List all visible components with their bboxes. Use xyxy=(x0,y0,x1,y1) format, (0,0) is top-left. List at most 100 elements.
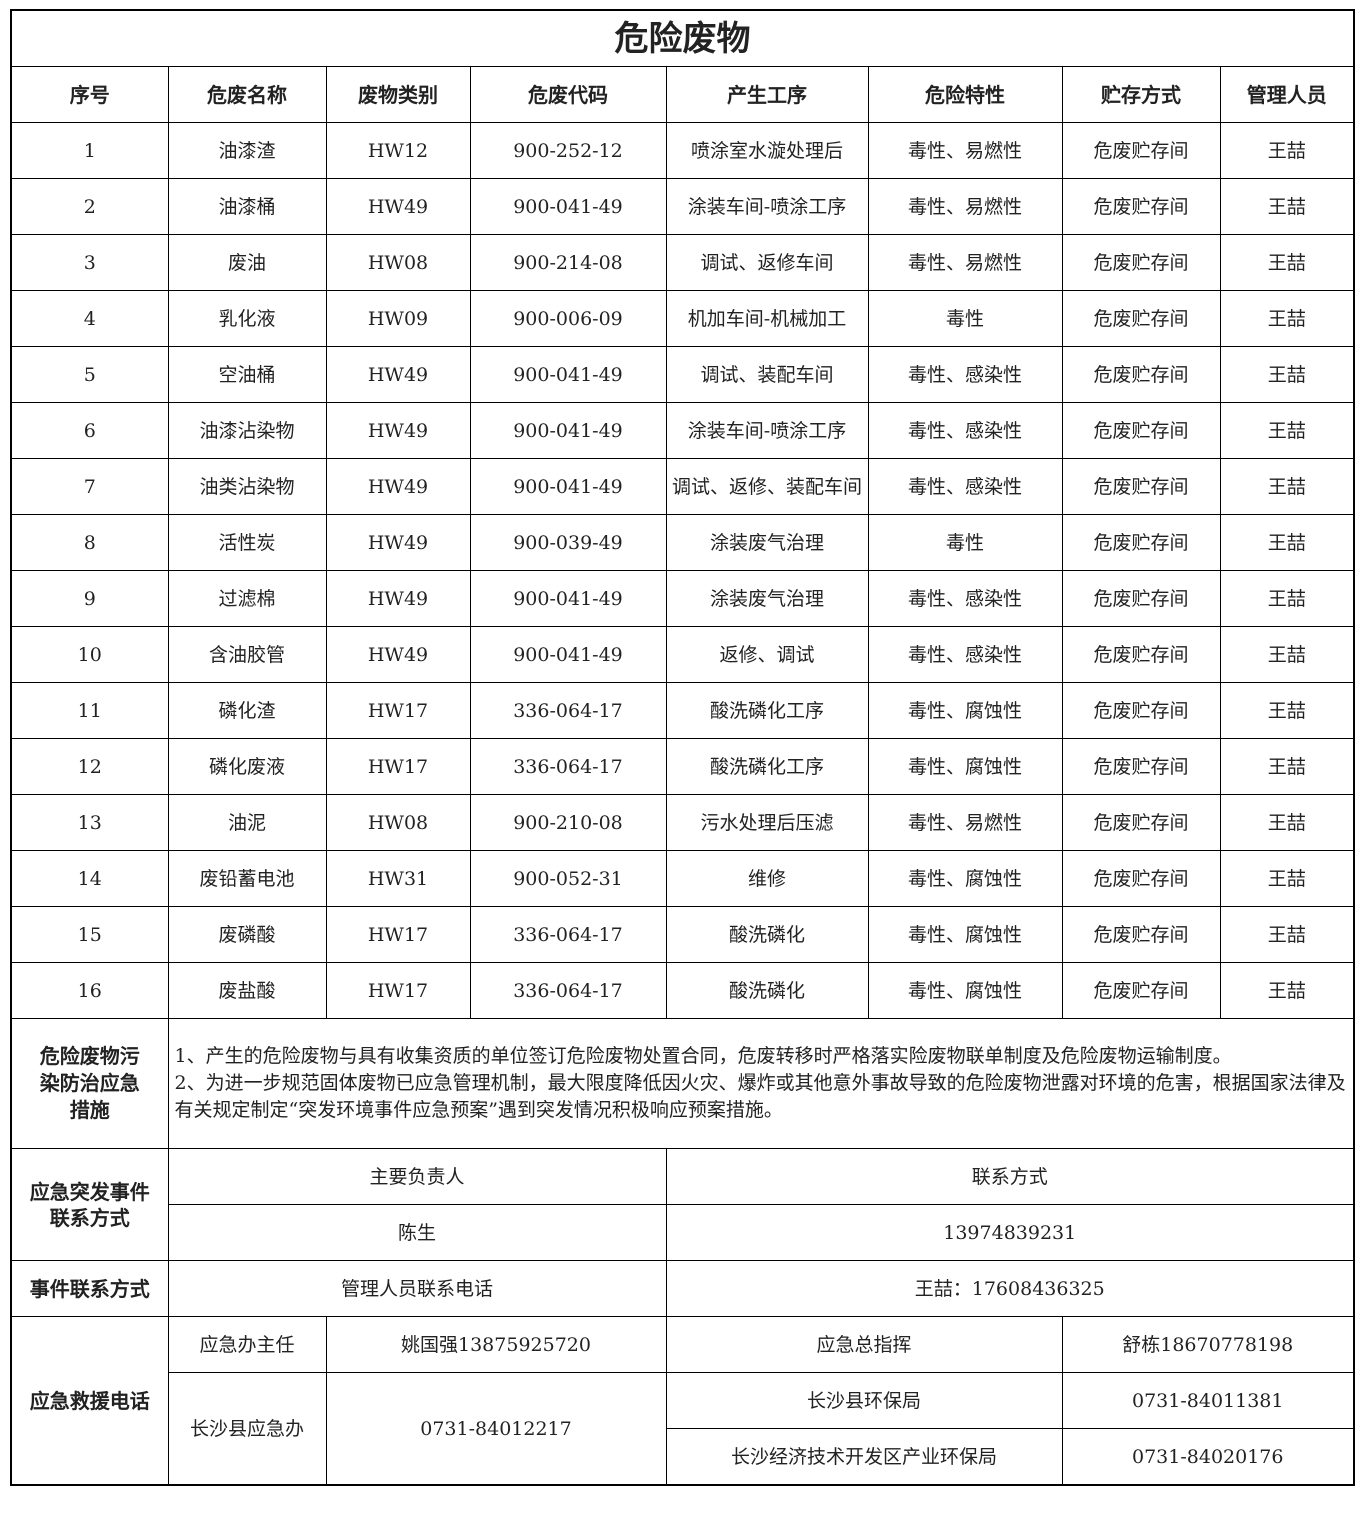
cell-index: 11 xyxy=(10,682,169,739)
cell-hazard: 毒性、感染性 xyxy=(867,570,1063,627)
rescue-label: 应急救援电话 xyxy=(10,1316,169,1486)
cell-code: 900-041-49 xyxy=(469,346,667,403)
cell-process: 污水处理后压滤 xyxy=(665,794,869,851)
cell-name: 磷化废液 xyxy=(167,738,327,795)
cell-name: 磷化渣 xyxy=(167,682,327,739)
cell-hazard: 毒性、感染性 xyxy=(867,626,1063,683)
cell-index: 2 xyxy=(10,178,169,235)
cell-category: HW49 xyxy=(325,570,471,627)
cell-index: 5 xyxy=(10,346,169,403)
cell-hazard: 毒性、感染性 xyxy=(867,402,1063,459)
cell-category: HW08 xyxy=(325,234,471,291)
cell-storage: 危废贮存间 xyxy=(1061,682,1221,739)
table-row: 6 油漆沾染物 HW49 900-041-49 涂装车间-喷涂工序 毒性、感染性 危废贮存间… xyxy=(10,402,1355,459)
cell-process: 酸洗磷化工序 xyxy=(665,682,869,739)
header-category: 废物类别 xyxy=(325,66,471,123)
cell-manager: 王喆 xyxy=(1219,850,1355,907)
cell-category: HW17 xyxy=(325,682,471,739)
table-row: 2 油漆桶 HW49 900-041-49 涂装车间-喷涂工序 毒性、易燃性 危废贮存间 王喆 xyxy=(10,178,1355,235)
rescue-row-3: 长沙经济技术开发区产业环保局 0731-84020176 xyxy=(11,1428,1355,1486)
event-contact-row: 事件联系方式 管理人员联系电话 王喆：17608436325 xyxy=(10,1260,1355,1317)
table-row: 4 乳化液 HW09 900-006-09 机加车间-机械加工 毒性 危废贮存间 王喆 xyxy=(10,290,1355,347)
cell-code: 900-041-49 xyxy=(469,178,667,235)
cell-code: 900-052-31 xyxy=(469,850,667,907)
table-row: 5 空油桶 HW49 900-041-49 调试、装配车间 毒性、感染性 危废贮存间 王喆 xyxy=(10,346,1355,403)
cell-hazard: 毒性、腐蚀性 xyxy=(867,906,1063,963)
header-row: 序号 危废名称 废物类别 危废代码 产生工序 危险特性 贮存方式 管理人员 xyxy=(10,66,1355,123)
cell-name: 乳化液 xyxy=(167,290,327,347)
rescue-row-1: 应急救援电话 应急办主任 姚国强13875925720 应急总指挥 舒栋1867… xyxy=(10,1316,1355,1486)
cell-storage: 危废贮存间 xyxy=(1061,458,1221,515)
cell-index: 16 xyxy=(10,962,169,1019)
measure-item-1: 1、产生的危险废物与具有收集资质的单位签订危险废物处置合同，危废转移时严格落实险… xyxy=(174,1045,1232,1067)
cell-name: 活性炭 xyxy=(167,514,327,571)
header-manager: 管理人员 xyxy=(1219,66,1355,123)
cell-index: 7 xyxy=(10,458,169,515)
responsible-phone: 13974839231 xyxy=(665,1204,1355,1261)
cell-manager: 王喆 xyxy=(1219,626,1355,683)
cell-code: 900-041-49 xyxy=(469,626,667,683)
cell-hazard: 毒性 xyxy=(867,514,1063,571)
cell-storage: 危废贮存间 xyxy=(1061,906,1221,963)
cell-index: 12 xyxy=(10,738,169,795)
table-row: 3 废油 HW08 900-214-08 调试、返修车间 毒性、易燃性 危废贮存间 王喆 xyxy=(10,234,1355,291)
table-row: 1 油漆渣 HW12 900-252-12 喷涂室水漩处理后 毒性、易燃性 危废贮存间 王喆 xyxy=(10,122,1355,179)
measures-label: 危险废物污染防治应急措施 xyxy=(10,1018,169,1149)
cell-hazard: 毒性、腐蚀性 xyxy=(867,738,1063,795)
header-storage: 贮存方式 xyxy=(1061,66,1221,123)
cell-storage: 危废贮存间 xyxy=(1061,290,1221,347)
cell-name: 废油 xyxy=(167,234,327,291)
cell-code: 900-214-08 xyxy=(469,234,667,291)
cell-name: 油漆桶 xyxy=(167,178,327,235)
cell-name: 含油胶管 xyxy=(167,626,327,683)
cell-index: 1 xyxy=(10,122,169,179)
cell-index: 3 xyxy=(10,234,169,291)
cell-process: 维修 xyxy=(665,850,869,907)
office-director-label: 应急办主任 xyxy=(167,1316,327,1373)
cell-category: HW17 xyxy=(325,906,471,963)
cell-storage: 危废贮存间 xyxy=(1061,570,1221,627)
cell-storage: 危废贮存间 xyxy=(1061,962,1221,1019)
cell-manager: 王喆 xyxy=(1219,962,1355,1019)
cell-process: 机加车间-机械加工 xyxy=(665,290,869,347)
cell-category: HW12 xyxy=(325,122,471,179)
emergency-contact-values-row: 陈生 13974839231 xyxy=(11,1204,1355,1261)
cell-index: 9 xyxy=(10,570,169,627)
cell-process: 酸洗磷化 xyxy=(665,906,869,963)
cell-manager: 王喆 xyxy=(1219,682,1355,739)
env-bureau-phone: 0731-84011381 xyxy=(1061,1372,1355,1429)
cell-storage: 危废贮存间 xyxy=(1061,626,1221,683)
table-row: 7 油类沾染物 HW49 900-041-49 调试、返修、装配车间 毒性、感染性 危废贮存… xyxy=(10,458,1355,515)
cell-process: 调试、装配车间 xyxy=(665,346,869,403)
event-contact-value: 王喆：17608436325 xyxy=(665,1260,1355,1317)
cell-storage: 危废贮存间 xyxy=(1061,402,1221,459)
contact-method-header: 联系方式 xyxy=(665,1148,1355,1205)
commander: 舒栋18670778198 xyxy=(1061,1316,1355,1373)
cell-hazard: 毒性、易燃性 xyxy=(867,178,1063,235)
header-name: 危废名称 xyxy=(167,66,327,123)
cell-hazard: 毒性、感染性 xyxy=(867,458,1063,515)
cell-process: 酸洗磷化 xyxy=(665,962,869,1019)
cell-process: 涂装车间-喷涂工序 xyxy=(665,178,869,235)
cell-code: 336-064-17 xyxy=(469,906,667,963)
table-row: 8 活性炭 HW49 900-039-49 涂装废气治理 毒性 危废贮存间 王喆 xyxy=(10,514,1355,571)
measures-row: 危险废物污染防治应急措施 1、产生的危险废物与具有收集资质的单位签订危险废物处置… xyxy=(10,1018,1355,1149)
cell-category: HW09 xyxy=(325,290,471,347)
cell-code: 336-064-17 xyxy=(469,962,667,1019)
cell-category: HW49 xyxy=(325,402,471,459)
cell-manager: 王喆 xyxy=(1219,290,1355,347)
table-row: 12 磷化废液 HW17 336-064-17 酸洗磷化工序 毒性、腐蚀性 危废贮存间 王喆 xyxy=(10,738,1355,795)
table-title: 危险废物 xyxy=(10,9,1355,67)
cell-manager: 王喆 xyxy=(1219,178,1355,235)
cell-code: 900-041-49 xyxy=(469,458,667,515)
cell-manager: 王喆 xyxy=(1219,402,1355,459)
cell-code: 900-041-49 xyxy=(469,570,667,627)
rescue-row-2: 长沙县应急办 0731-84012217 长沙县环保局 0731-8401138… xyxy=(11,1372,1355,1486)
cell-name: 油泥 xyxy=(167,794,327,851)
cell-process: 调试、返修、装配车间 xyxy=(665,458,869,515)
table-row: 16 废盐酸 HW17 336-064-17 酸洗磷化 毒性、腐蚀性 危废贮存间 王喆 xyxy=(10,962,1355,1019)
emergency-contact-row: 应急突发事件联系方式 主要负责人 联系方式 xyxy=(10,1148,1355,1261)
header-process: 产生工序 xyxy=(665,66,869,123)
cell-index: 10 xyxy=(10,626,169,683)
cell-index: 8 xyxy=(10,514,169,571)
